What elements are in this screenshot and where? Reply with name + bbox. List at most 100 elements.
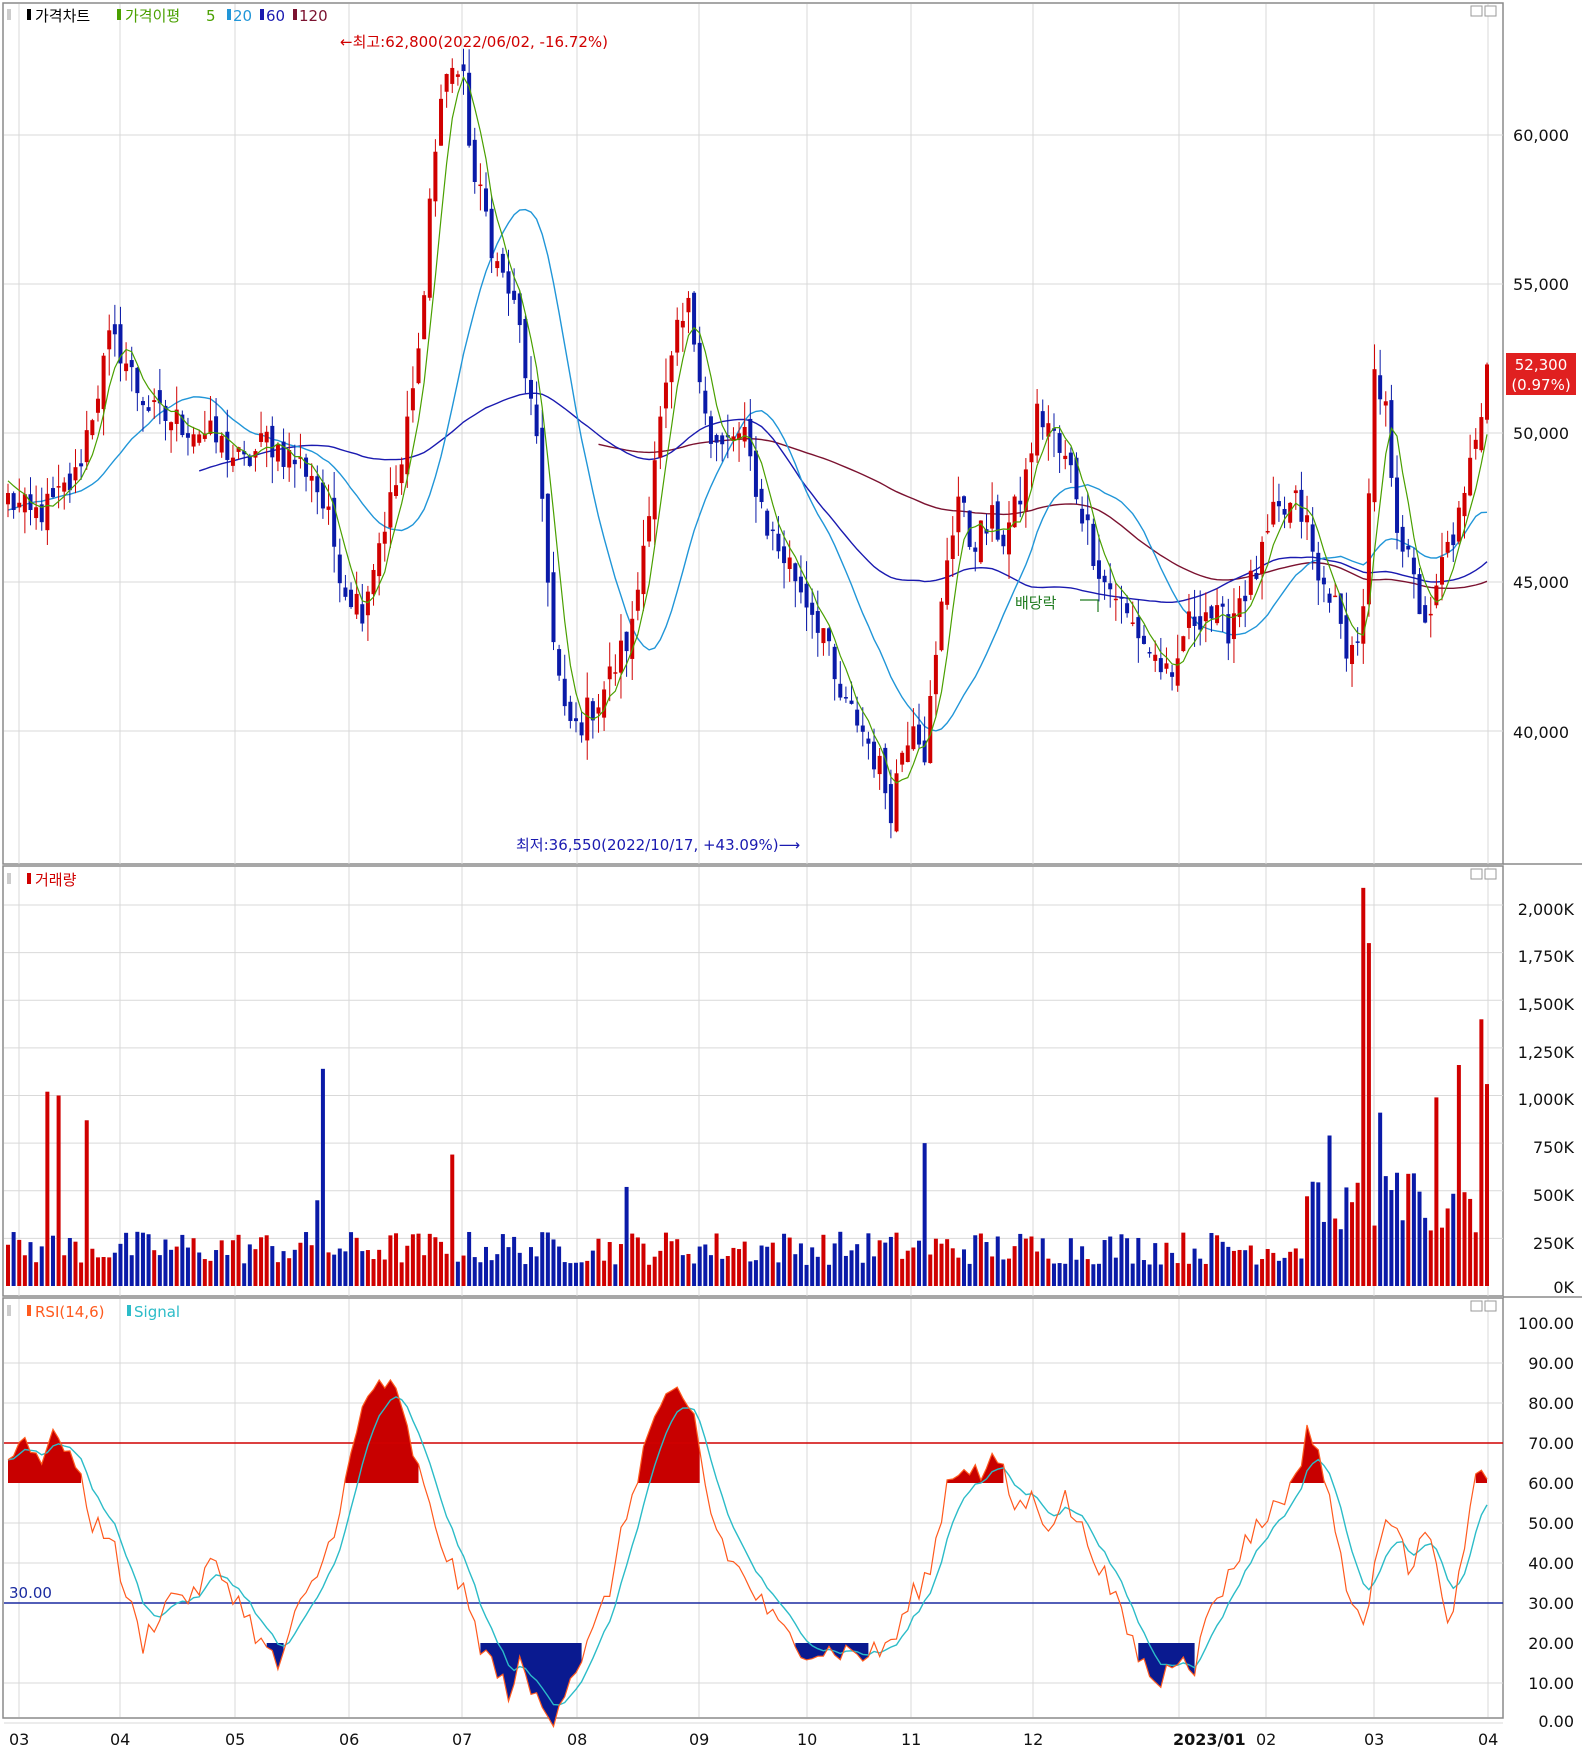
legend-rsi: RSI(14,6) [35,1303,104,1321]
volume-bar [815,1256,820,1286]
candle-body [67,473,72,491]
candle-body [1125,603,1130,614]
volume-bar [855,1244,860,1286]
candle-body [731,436,736,442]
low-annotation: 최저:36,550(2022/10/17, +43.09%)⟶ [516,836,800,854]
candle-body [680,320,685,328]
x-axis-label: 08 [567,1730,587,1749]
volume-bar [129,1255,134,1286]
volume-bar [225,1254,230,1286]
rsi-y-tick: 0.00 [1538,1712,1574,1731]
volume-bar [236,1234,241,1286]
volume-y-tick: 2,000K [1518,900,1575,919]
candle-body [1181,636,1186,652]
volume-bar [118,1243,123,1286]
price-close-icon[interactable] [1484,5,1497,17]
volume-bar [905,1250,910,1286]
volume-bar [1136,1237,1141,1286]
candle-body [34,507,39,519]
candle-body [877,755,882,775]
volume-y-tick: 750K [1533,1138,1575,1157]
volume-bar [140,1232,145,1286]
volume-bar [917,1240,922,1286]
candle-body [399,464,404,484]
candle-body [118,324,123,364]
candle-body [394,485,399,496]
x-axis-label: 12 [1023,1730,1043,1749]
x-axis-label: 10 [797,1730,817,1749]
rsi-y-tick: 40.00 [1528,1554,1574,1573]
volume-bar [1080,1246,1085,1286]
candle-body [1147,652,1152,654]
rsi-y-tick: 60.00 [1528,1474,1574,1493]
candle-body [1080,508,1085,524]
volume-bar [888,1236,893,1286]
candle-body [84,430,89,463]
candle-body [422,295,427,340]
volume-bar [56,1095,61,1286]
volume-minimize-icon[interactable] [1470,868,1483,880]
volume-bar [1102,1240,1107,1286]
volume-bar [798,1243,803,1286]
candle-body [208,420,213,434]
volume-bar [1310,1181,1315,1286]
candle-body [410,388,415,411]
candle-body [1203,612,1208,622]
candle-body [573,718,578,722]
volume-bar [28,1242,33,1286]
rsi-close-icon[interactable] [1484,1300,1497,1312]
rsi-fill-region [1475,1470,1487,1483]
candle-body [124,363,129,372]
candle-body [1366,493,1371,605]
candle-body [191,434,196,447]
dividend-marker [1080,599,1099,612]
candle-body [602,689,607,718]
candle-body [281,441,286,467]
volume-bar [11,1232,16,1286]
candle-body [1141,635,1146,644]
panel-window-buttons[interactable] [1470,5,1497,1312]
volume-bar [169,1249,174,1286]
legend-swatch [127,1305,131,1316]
volume-legend: 거래량 [7,871,77,889]
volume-bar [1243,1250,1248,1286]
volume-bar [1164,1242,1169,1286]
volume-bar [377,1249,382,1286]
candle-body [219,435,224,453]
candle-body [169,422,174,431]
candle-body [1451,534,1456,546]
volume-bar [500,1234,505,1286]
volume-y-tick: 500K [1533,1186,1575,1205]
candle-body [1468,457,1473,496]
volume-bar [1395,1172,1400,1286]
candle-body [377,543,382,577]
volume-bar [478,1262,483,1286]
volume-bar [590,1250,595,1286]
price-minimize-icon[interactable] [1470,5,1483,17]
candle-body [1355,641,1360,643]
candle-body [945,560,950,605]
volume-bar [1035,1251,1040,1286]
volume-bar [517,1252,522,1286]
volume-bar [1209,1232,1214,1286]
volume-bar [1063,1263,1068,1286]
legend-signal: Signal [134,1303,180,1321]
rsi-minimize-icon[interactable] [1470,1300,1483,1312]
volume-bar [962,1249,967,1286]
legend-ma60: 60 [266,7,285,25]
volume-bar [247,1244,252,1286]
candle-body [641,545,646,595]
volume-bar [416,1233,421,1286]
volume-bar [191,1238,196,1286]
volume-close-icon[interactable] [1484,868,1497,880]
volume-bar [433,1237,438,1286]
candle-body [253,451,258,458]
candle-body [320,482,325,509]
legend-ma20: 20 [233,7,252,25]
candle-body [1400,526,1405,552]
volume-bar [1012,1246,1017,1286]
volume-bar [219,1240,224,1286]
candle-body [798,576,803,593]
price-y-tick: 60,000 [1513,126,1569,145]
price-y-tick: 50,000 [1513,424,1569,443]
